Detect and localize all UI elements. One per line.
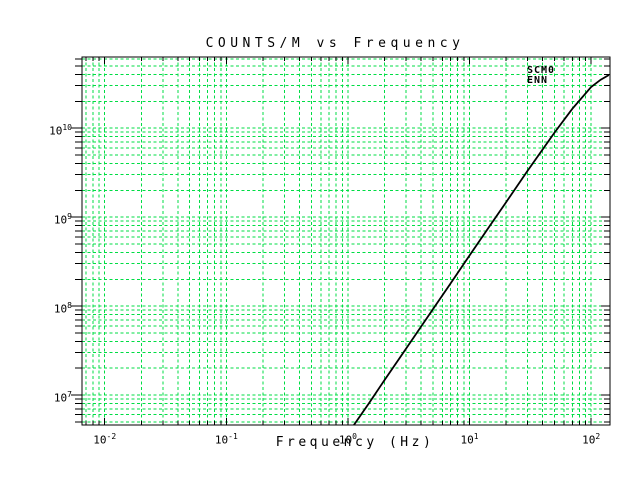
y-tick-label: 1010 [49, 123, 72, 138]
grid-lines [82, 57, 610, 425]
x-axis-title: Frequency (Hz) [275, 435, 435, 450]
tick-marks [71, 57, 610, 425]
chart-title: COUNTS/M vs Frequency [205, 36, 465, 51]
x-tick-label: 102 [582, 432, 601, 447]
x-tick-label: 100 [338, 432, 357, 447]
x-tick-label: 101 [460, 432, 479, 447]
legend-station-label: SCM0 [527, 65, 556, 76]
response-curve [353, 74, 610, 426]
plot-frame [81, 56, 611, 426]
x-tick-label: 10-2 [93, 432, 117, 447]
x-tick-label: 10-1 [214, 432, 238, 447]
legend-channel-label: ENN [527, 75, 549, 86]
legend: SCM0 ENN [527, 66, 555, 86]
y-tick-label: 109 [53, 212, 72, 227]
y-tick-label: 107 [53, 389, 72, 405]
y-tick-label: 108 [53, 301, 72, 316]
